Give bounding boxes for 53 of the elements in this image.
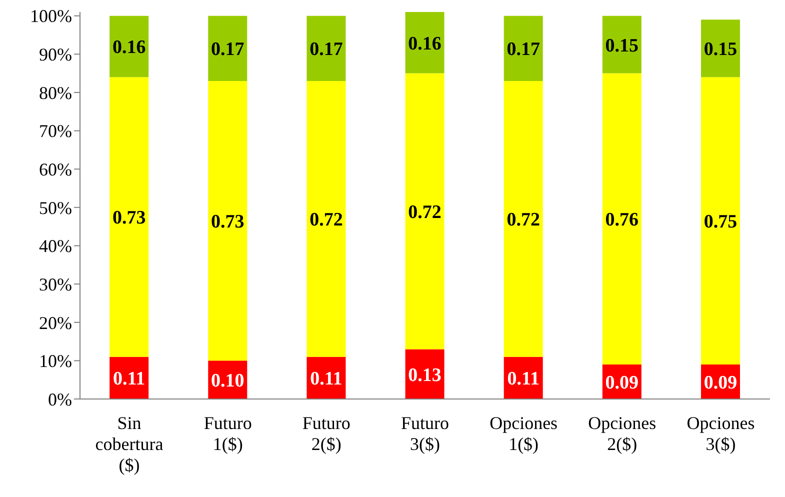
data-label: 0.16	[112, 37, 146, 58]
bar	[405, 12, 444, 74]
data-label: 0.72	[310, 210, 343, 231]
y-tick-label: 20%	[39, 312, 72, 333]
bar	[110, 16, 149, 78]
data-label: 0.73	[211, 212, 244, 233]
y-tick-label: 10%	[39, 351, 72, 372]
data-label: 0.72	[408, 202, 442, 223]
bar	[306, 80, 346, 357]
bar	[701, 20, 740, 78]
y-tick-label: 50%	[39, 198, 72, 218]
data-label: 0.73	[112, 208, 146, 229]
data-label: 0.15	[605, 35, 639, 56]
data-label: 0.17	[211, 39, 245, 60]
data-label: 0.11	[112, 368, 146, 390]
bar	[504, 80, 543, 357]
x-tick-label: Sin cobertura ($)	[95, 413, 164, 475]
x-tick-label: Futuro 1($)	[204, 413, 252, 454]
data-label: 0.72	[506, 210, 540, 231]
x-tick-label: Futuro 2($)	[302, 413, 350, 454]
bar	[110, 77, 149, 357]
y-tick-label: 80%	[39, 82, 72, 103]
bar	[208, 16, 248, 81]
y-tick-label: 0%	[48, 389, 72, 410]
data-label: 0.10	[211, 370, 244, 392]
y-tick-label: 60%	[39, 159, 72, 180]
data-label: 0.13	[408, 364, 442, 386]
x-tick-label: Futuro 3($)	[400, 413, 450, 454]
data-label: 0.09	[704, 372, 738, 394]
y-tick-label: 90%	[39, 44, 72, 65]
x-tick-label: Opciones 3($)	[686, 413, 755, 454]
data-label: 0.75	[704, 212, 738, 233]
bar	[405, 73, 444, 350]
data-label: 0.09	[605, 372, 639, 394]
data-label: 0.76	[605, 210, 639, 231]
y-tick-label: 40%	[39, 236, 72, 256]
data-label: 0.17	[506, 39, 540, 60]
bar	[602, 73, 642, 365]
x-tick-label: Opciones 1($)	[490, 413, 558, 454]
data-label: 0.11	[507, 368, 540, 390]
data-label: 0.16	[408, 33, 442, 54]
bar	[504, 16, 543, 81]
y-tick-label: 100%	[30, 6, 72, 26]
y-tick-label: 30%	[39, 274, 72, 294]
bar	[208, 80, 248, 361]
data-label: 0.15	[704, 39, 738, 60]
bar	[602, 16, 642, 74]
x-tick-label: Opciones 2($)	[588, 413, 656, 454]
data-label: 0.17	[310, 39, 344, 60]
y-tick-label: 70%	[39, 121, 72, 142]
bar	[701, 77, 740, 365]
bar	[306, 16, 346, 81]
data-label: 0.11	[310, 368, 342, 390]
